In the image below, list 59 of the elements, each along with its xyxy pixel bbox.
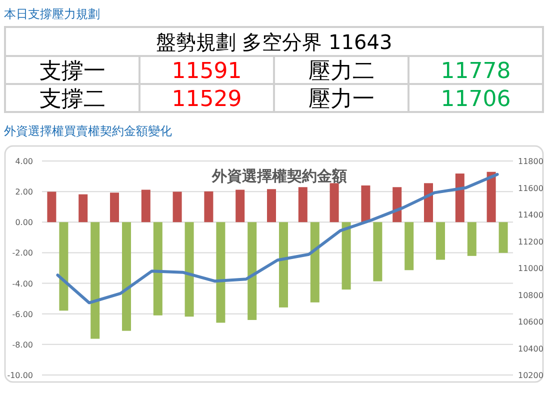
bar xyxy=(467,222,476,256)
bar xyxy=(267,189,276,222)
y-tick-label: 0.00 xyxy=(15,218,33,228)
bar xyxy=(404,222,414,270)
bar xyxy=(236,190,245,222)
bar xyxy=(436,222,445,260)
bar xyxy=(330,183,339,222)
text: 外資選擇權買賣權契約金額變化 xyxy=(4,124,172,138)
y2-tick-label: 11200 xyxy=(518,237,544,246)
bar xyxy=(279,222,288,308)
y-tick-label: 4.00 xyxy=(15,157,33,166)
bar xyxy=(248,222,257,320)
bar xyxy=(216,222,226,323)
bar xyxy=(373,222,382,282)
y-tick-label: -4.00 xyxy=(12,279,33,288)
y-tick-label: 2.00 xyxy=(15,188,33,197)
text: 盤勢規劃 多空分界 11643 xyxy=(156,30,392,54)
y-tick-label: -6.00 xyxy=(12,310,33,319)
y2-tick-label: 11000 xyxy=(518,264,544,273)
bar xyxy=(310,222,320,302)
y2-tick-label: 11800 xyxy=(518,157,544,166)
bar xyxy=(361,185,370,222)
bar xyxy=(498,222,508,253)
y2-tick-label: 10800 xyxy=(518,290,544,300)
text: 支撐二 xyxy=(39,87,106,112)
y2-tick-label: 10600 xyxy=(518,318,544,326)
bar xyxy=(110,192,119,222)
chart-title: 外資選擇權契約金額 xyxy=(211,167,347,185)
bar xyxy=(342,222,351,290)
y-tick-label: -2.00 xyxy=(12,248,33,258)
y2-tick-label: 10400 xyxy=(518,344,544,354)
text: 11778 xyxy=(440,59,511,84)
bar xyxy=(90,222,100,339)
text: 壓力二 xyxy=(308,59,374,84)
bar xyxy=(455,174,464,222)
text: 11591 xyxy=(172,59,242,84)
y2-tick-label: 10200 xyxy=(518,371,544,380)
y2-tick-label: 11400 xyxy=(518,210,544,220)
bar xyxy=(172,192,182,222)
bar xyxy=(486,172,496,222)
bar xyxy=(204,191,214,222)
text: 11706 xyxy=(440,87,511,112)
text: 支撐一 xyxy=(39,59,106,84)
bar xyxy=(47,192,56,222)
bar xyxy=(78,194,88,222)
bar xyxy=(122,222,131,331)
bar xyxy=(392,187,402,222)
text: 本日支撐壓力規劃 xyxy=(4,7,100,21)
bar xyxy=(59,222,68,311)
y-tick-label: -10.00 xyxy=(7,371,33,380)
bar xyxy=(153,222,162,316)
bar xyxy=(141,190,150,222)
bar xyxy=(298,187,308,222)
y2-tick-label: 11600 xyxy=(518,184,544,193)
text: 壓力一 xyxy=(308,87,374,112)
bar xyxy=(184,222,194,317)
y-tick-label: -8.00 xyxy=(12,340,33,350)
text: 11529 xyxy=(172,87,242,112)
bar xyxy=(424,183,433,222)
